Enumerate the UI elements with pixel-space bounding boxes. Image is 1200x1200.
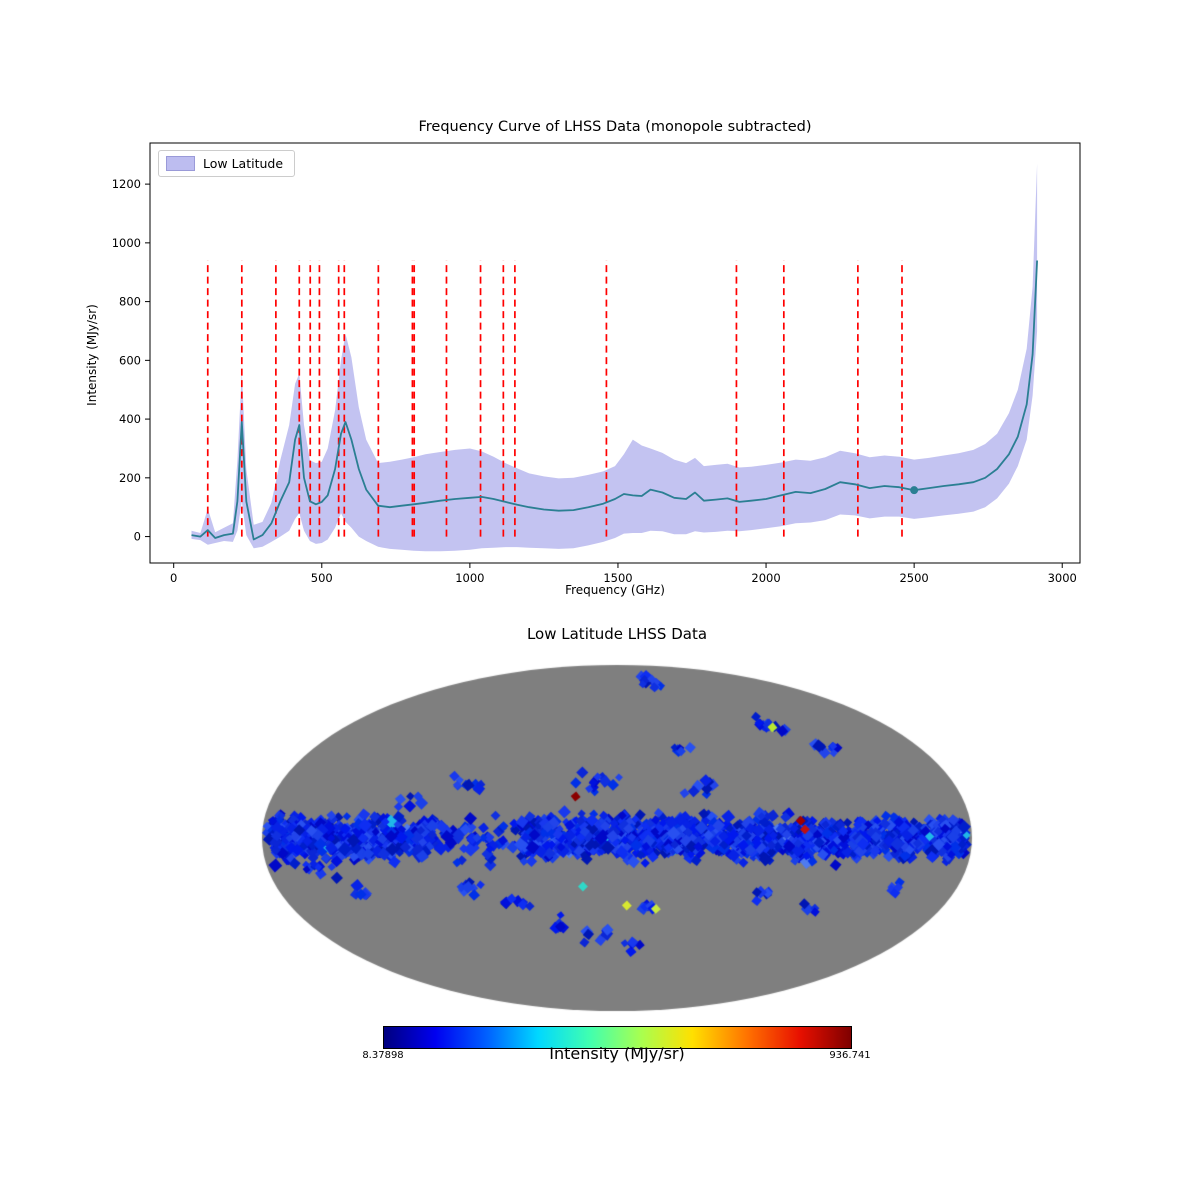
top-chart-xlabel: Frequency (GHz) [565,583,665,597]
emission-line-markers [206,260,903,537]
uncertainty-band [191,163,1038,552]
y-tick-label: 0 [134,530,141,544]
top-chart-title: Frequency Curve of LHSS Data (monopole s… [418,119,812,135]
plot-frame [149,142,1081,564]
colorbar [383,1026,852,1049]
mollweide-sky-map [0,645,1200,1045]
colorbar-min-label: 8.37898 [362,1050,404,1061]
x-tick-label: 3000 [1048,571,1077,585]
legend-label-low-latitude: Low Latitude [203,156,284,171]
colorbar-label: Intensity (MJy/sr) [549,1044,685,1063]
y-tick-label: 1200 [112,177,141,191]
legend: Low Latitude [158,150,296,177]
colorbar-max-label: 936.741 [829,1050,871,1061]
data-point-marker [910,486,919,495]
x-tick-label: 500 [311,571,333,585]
frequency-curve-chart: 0 500 1000 1500 2000 2500 3000 0 200 400 600 800 100… [112,142,1081,585]
y-tick-label: 200 [119,471,141,485]
y-tick-label: 800 [119,295,141,309]
x-tick-label: 1500 [603,571,632,585]
x-tick-label: 1000 [455,571,484,585]
axis-ticks: 0 500 1000 1500 2000 2500 3000 0 200 400 600 800 100… [112,177,1077,585]
y-tick-label: 1000 [112,236,141,250]
legend-patch-low-latitude [166,156,195,171]
x-tick-label: 2500 [899,571,928,585]
mean-intensity-curve [191,260,1038,541]
sky-map-title: Low Latitude LHSS Data [526,625,708,643]
y-tick-label: 600 [119,353,141,367]
x-tick-label: 0 [170,571,177,585]
top-chart-ylabel: Intensity (MJy/sr) [85,304,99,406]
x-tick-label: 2000 [751,571,780,585]
y-tick-label: 400 [119,412,141,426]
